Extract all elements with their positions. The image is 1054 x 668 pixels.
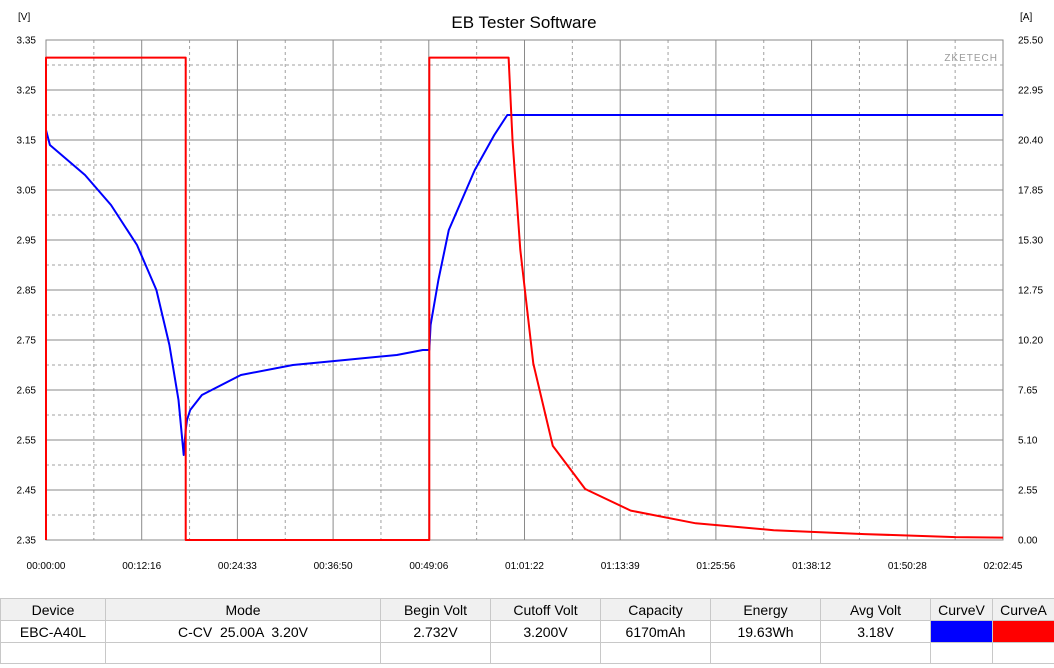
left-tick-label: 2.35	[17, 536, 37, 547]
x-tick-label: 00:49:06	[409, 561, 448, 572]
empty-cell	[105, 642, 381, 664]
capacity-value: 6170mAh	[600, 620, 711, 643]
right-axis-ticks: 25.50 22.95 20.40 17.85 15.30 12.75 10.20 7.65 5…	[1018, 36, 1043, 547]
right-tick-label: 0.00	[1018, 536, 1038, 547]
x-tick-label: 01:38:12	[792, 561, 831, 572]
begin-volt-value: 2.732V	[380, 620, 491, 643]
header-device: Device	[0, 598, 106, 621]
eb-tester-chart: EB Tester Software [V] [A] 3.353.253.153…	[17, 12, 1044, 572]
empty-cell	[600, 642, 711, 664]
left-tick-label: 2.65	[17, 386, 37, 397]
x-tick-label: 00:36:50	[314, 561, 353, 572]
device-value: EBC-A40L	[0, 620, 106, 643]
info-table-header: Device Mode Begin Volt Cutoff Volt Capac…	[0, 598, 1054, 621]
left-tick-label: 2.75	[17, 336, 37, 347]
x-tick-label: 01:01:22	[505, 561, 544, 572]
right-tick-label: 20.40	[1018, 136, 1043, 147]
empty-cell	[992, 642, 1054, 664]
left-tick-label: 3.35	[17, 36, 37, 47]
right-tick-label: 12.75	[1018, 286, 1043, 297]
x-tick-label: 01:50:28	[888, 561, 927, 572]
series-line-curvev	[45, 114, 1003, 456]
right-axis-unit: [A]	[1020, 12, 1032, 23]
header-curve-a: CurveA	[992, 598, 1054, 621]
empty-cell	[930, 642, 993, 664]
energy-value: 19.63Wh	[710, 620, 821, 643]
left-axis-ticks: 3.35 3.25 3.15 3.05 2.95 2.85 2.75 2.65 2.55 2.45…	[17, 36, 37, 547]
right-tick-label: 17.85	[1018, 186, 1043, 197]
header-cutoff-volt: Cutoff Volt	[490, 598, 601, 621]
left-axis-unit: [V]	[18, 12, 30, 23]
header-capacity: Capacity	[600, 598, 711, 621]
empty-cell	[490, 642, 601, 664]
header-avg-volt: Avg Volt	[820, 598, 931, 621]
right-tick-label: 15.30	[1018, 236, 1043, 247]
left-tick-label: 2.45	[17, 486, 37, 497]
series-line-curvea	[45, 56, 1004, 541]
x-tick-label: 01:13:39	[601, 561, 640, 572]
x-tick-label: 01:25:56	[696, 561, 735, 572]
left-tick-label: 3.05	[17, 186, 37, 197]
header-energy: Energy	[710, 598, 821, 621]
x-axis-ticks: 00:00:00 00:12:16 00:24:33 00:36:50 00:49:06…	[27, 561, 1023, 572]
x-tick-label: 00:12:16	[122, 561, 161, 572]
mode-value: C-CV 25.00A 3.20V	[105, 620, 381, 643]
right-tick-label: 10.20	[1018, 336, 1043, 347]
empty-cell	[820, 642, 931, 664]
header-begin-volt: Begin Volt	[380, 598, 491, 621]
right-tick-label: 25.50	[1018, 36, 1043, 47]
left-tick-label: 2.85	[17, 286, 37, 297]
empty-cell	[0, 642, 106, 664]
right-tick-label: 2.55	[1018, 486, 1038, 497]
empty-cell	[380, 642, 491, 664]
right-tick-label: 22.95	[1018, 86, 1043, 97]
x-tick-label: 02:02:45	[984, 561, 1023, 572]
empty-cell	[710, 642, 821, 664]
info-table-row: EBC-A40L C-CV 25.00A 3.20V 2.732V 3.200V…	[0, 620, 1054, 643]
right-tick-label: 5.10	[1018, 436, 1038, 447]
info-table: Device Mode Begin Volt Cutoff Volt Capac…	[0, 598, 1054, 664]
curve-a-color-swatch[interactable]	[992, 620, 1054, 643]
left-tick-label: 3.25	[17, 86, 37, 97]
zketech-watermark: ZKETECH	[944, 53, 998, 64]
left-tick-label: 3.15	[17, 136, 37, 147]
avg-volt-value: 3.18V	[820, 620, 931, 643]
series-group	[45, 56, 1004, 541]
header-curve-v: CurveV	[930, 598, 993, 621]
left-tick-label: 2.55	[17, 436, 37, 447]
x-tick-label: 00:00:00	[27, 561, 66, 572]
chart-title: EB Tester Software	[451, 13, 596, 32]
x-tick-label: 00:24:33	[218, 561, 257, 572]
curve-v-color-swatch[interactable]	[930, 620, 993, 643]
right-tick-label: 7.65	[1018, 386, 1038, 397]
cutoff-volt-value: 3.200V	[490, 620, 601, 643]
left-tick-label: 2.95	[17, 236, 37, 247]
header-mode: Mode	[105, 598, 381, 621]
info-table-empty-row	[0, 642, 1054, 664]
